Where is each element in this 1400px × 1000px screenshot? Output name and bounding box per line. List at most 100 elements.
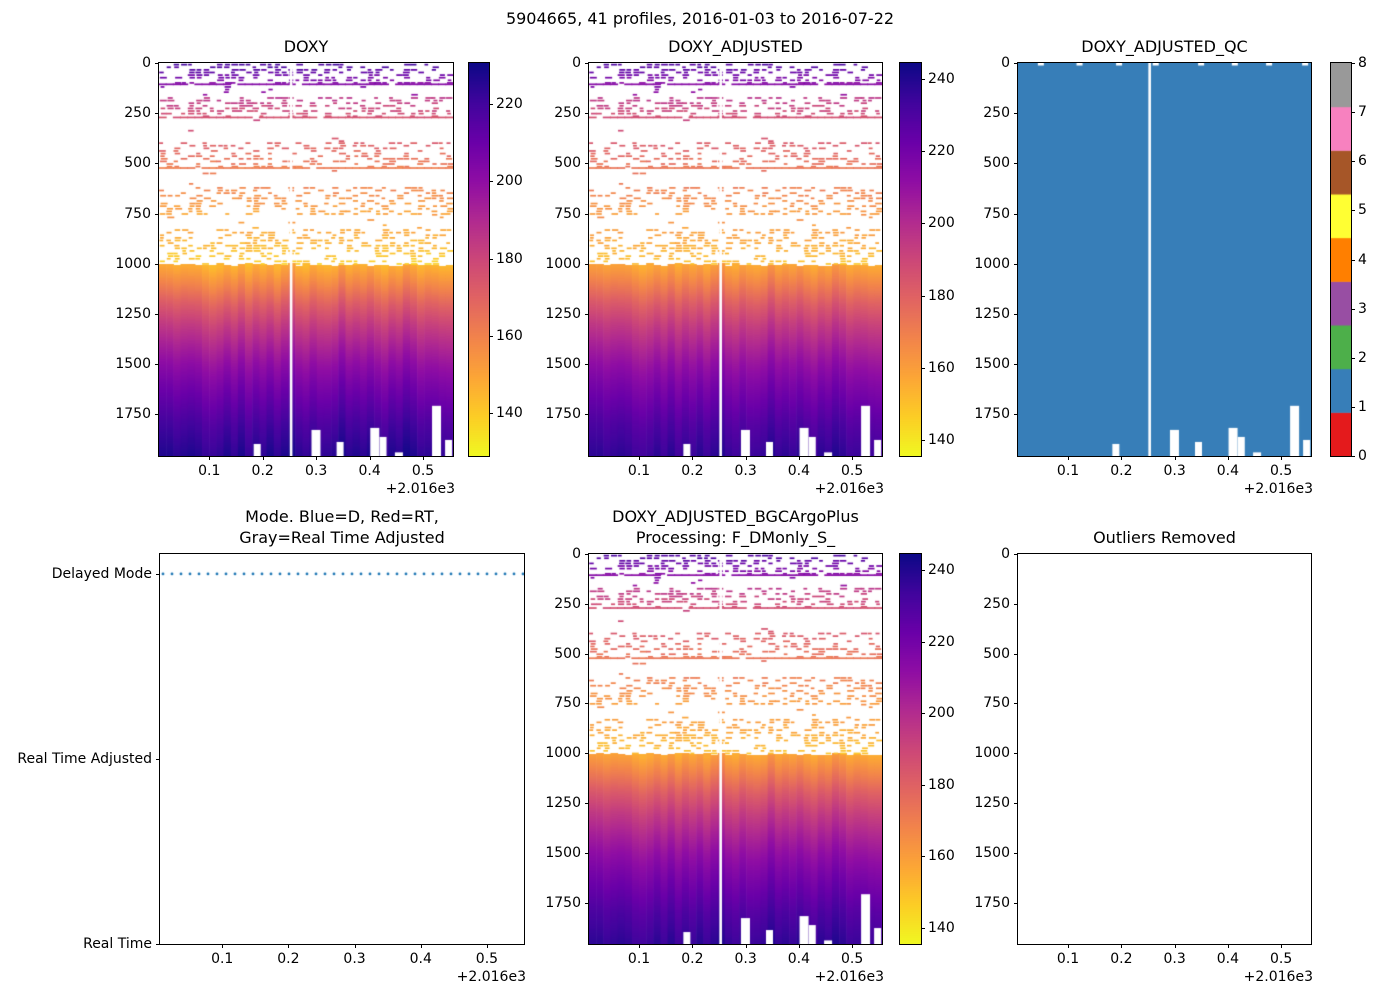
y-tick: [155, 213, 159, 215]
y-tick: [1014, 63, 1018, 64]
colorbar-bgc-canvas: [900, 554, 921, 944]
x-tick: [692, 456, 694, 460]
colorbar-qc-canvas: [1331, 63, 1351, 456]
colorbar-tick-label: 160: [496, 327, 523, 344]
colorbar-tick: [921, 927, 925, 929]
colorbar-tick-label: 160: [928, 848, 955, 865]
colorbar-doxy-adjusted: 240 220 200 180 160 140: [899, 62, 955, 457]
y-tick: [155, 364, 159, 366]
colorbar-tick: [489, 335, 493, 337]
y-tick-label: 0: [572, 546, 581, 562]
axes-doxy: DOXY 0.1 0.2 0.3 0.4 0.5 +2.016e3 0 250 500 750 10…: [115, 37, 455, 497]
y-tick-label: 1250: [974, 794, 1010, 811]
x-tick-label: 0.4: [1216, 951, 1240, 967]
x-tick-label: 0.3: [305, 463, 328, 479]
colorbar-tick: [921, 151, 925, 153]
y-tick-label: 750: [554, 695, 581, 712]
axes-mode-title: Mode. Blue=D, Red=RT, Gray=Real Time Adj…: [239, 506, 445, 548]
y-tick-label: 500: [554, 645, 581, 662]
y-tick-label: 0: [1001, 55, 1010, 71]
y-tick: [1014, 653, 1018, 655]
x-tick: [1227, 944, 1229, 948]
y-tick: [585, 703, 589, 705]
colorbar-tick-label: 0: [1358, 448, 1367, 464]
y-tick: [1014, 902, 1018, 904]
outliers-canvas: [1018, 554, 1311, 944]
y-tick: [585, 653, 589, 655]
colorbar-tick-label: 8: [1358, 55, 1367, 71]
x-tick-label: 0.1: [1056, 951, 1080, 967]
y-tick: [585, 113, 589, 115]
y-tick: [155, 113, 159, 115]
y-tick: [585, 802, 589, 804]
x-axis-offset-label: +2.016e3: [456, 969, 526, 985]
x-tick-label: 0.4: [787, 951, 811, 967]
x-tick: [1068, 456, 1070, 460]
x-axis-offset-label: +2.016e3: [385, 481, 455, 497]
x-tick: [316, 456, 318, 460]
axes-outliers-removed-title: Outliers Removed: [1093, 528, 1236, 548]
x-tick-label: 0.1: [1056, 463, 1080, 479]
x-tick-label: 0.1: [627, 463, 651, 479]
colorbar-tick-label: 180: [496, 250, 523, 267]
y-tick-label: Real Time Adjusted: [17, 751, 152, 768]
colorbar-tick-label: 5: [1358, 202, 1367, 219]
y-tick: [585, 313, 589, 315]
axes-bgc-argo-plus-title: DOXY_ADJUSTED_BGCArgoPlus Processing: F_…: [612, 506, 859, 548]
y-tick: [585, 603, 589, 605]
x-tick: [1174, 456, 1176, 460]
y-tick-label: 750: [554, 205, 581, 222]
y-tick-label: 250: [983, 105, 1010, 122]
x-tick-label: 0.4: [1216, 463, 1240, 479]
x-axis-offset-label: +2.016e3: [1243, 481, 1313, 497]
y-tick-label: 1750: [974, 894, 1010, 911]
y-tick-label: 1250: [545, 794, 581, 811]
y-tick-label: 250: [554, 595, 581, 612]
colorbar-tick-label: 200: [496, 173, 523, 190]
x-tick: [1068, 944, 1070, 948]
colorbar-tick: [1351, 161, 1355, 163]
y-tick: [156, 573, 160, 575]
y-tick: [585, 163, 589, 165]
y-tick-label: 1000: [974, 255, 1010, 272]
colorbar-tick-label: 6: [1358, 153, 1367, 170]
doxy-adjusted-heatmap-canvas: [589, 63, 882, 456]
x-tick-label: 0.5: [1270, 951, 1293, 967]
axes-outliers-removed: Outliers Removed 0.1 0.2 0.3 0.4 0.5 +2.016e3…: [974, 528, 1313, 985]
colorbar-tick: [1351, 210, 1355, 212]
y-tick-label: 1250: [115, 305, 151, 322]
y-tick: [1014, 753, 1018, 755]
colorbar-tick: [921, 856, 925, 858]
colorbar-tick-label: 220: [928, 143, 955, 160]
axes-doxy-adjusted-title: DOXY_ADJUSTED: [668, 37, 803, 57]
x-tick-label: 0.3: [1163, 463, 1186, 479]
colorbar-tick: [1351, 259, 1355, 261]
bgc-heatmap-canvas: [589, 554, 882, 944]
x-tick-label: 0.2: [1110, 463, 1133, 479]
colorbar-tick-label: 140: [928, 919, 955, 936]
colorbar-tick-label: 1: [1358, 398, 1367, 415]
x-tick-label: 0.3: [1163, 951, 1186, 967]
y-tick-label: 1000: [545, 745, 581, 762]
colorbar-tick: [921, 295, 925, 297]
y-tick-label: 1500: [545, 356, 581, 373]
x-tick-label: 0.4: [409, 951, 432, 967]
y-tick: [585, 63, 589, 64]
y-tick: [585, 364, 589, 366]
x-tick-label: 0.3: [343, 951, 366, 967]
y-tick: [1014, 364, 1018, 366]
y-tick: [585, 753, 589, 755]
axes-doxy-adjusted-qc: DOXY_ADJUSTED_QC 0.1 0.2 0.3 0.4 0.5 +2.016e3…: [974, 37, 1313, 497]
y-tick-label: 1500: [115, 356, 151, 373]
colorbar-tick-label: 180: [928, 287, 955, 304]
x-tick: [209, 456, 211, 460]
x-tick: [1174, 944, 1176, 948]
x-tick-label: 0.2: [681, 463, 704, 479]
y-tick: [585, 902, 589, 904]
y-tick-label: 500: [983, 155, 1010, 172]
x-tick: [1281, 456, 1283, 460]
y-tick: [155, 163, 159, 165]
y-tick: [156, 944, 160, 945]
x-tick-label: 0.4: [787, 463, 811, 479]
mode-line-canvas: [160, 554, 524, 944]
